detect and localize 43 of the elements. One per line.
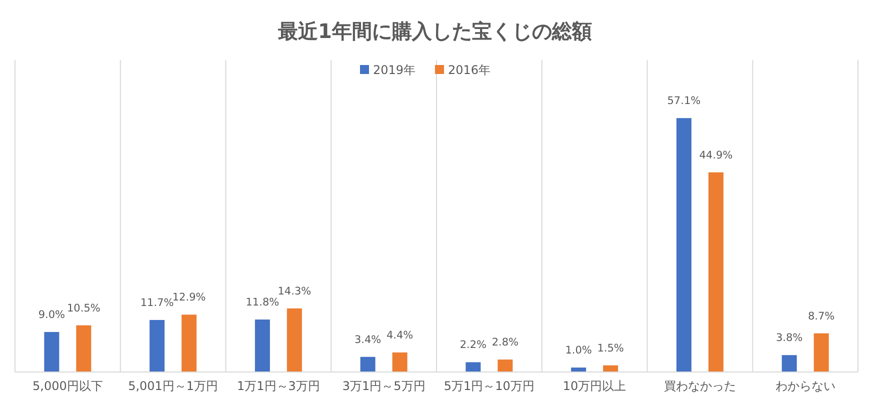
bar: [676, 118, 692, 372]
legend-label: 2019年: [373, 63, 416, 77]
x-tick-label: 3万1円～5万円: [342, 379, 426, 393]
bar: [603, 365, 618, 372]
data-label: 14.3%: [278, 285, 312, 298]
bar: [76, 325, 92, 372]
bar: [708, 172, 724, 372]
data-label: 3.8%: [776, 332, 803, 344]
data-label: 3.4%: [354, 334, 382, 346]
data-label: 8.7%: [808, 310, 835, 322]
bar: [814, 333, 829, 372]
data-label: 11.8%: [246, 296, 280, 309]
x-tick-label: 10万円以上: [562, 379, 626, 393]
legend-label: 2016年: [448, 63, 491, 77]
chart-title: 最近1年間に購入した宝くじの総額: [277, 19, 592, 43]
data-label: 12.9%: [172, 292, 206, 304]
bar: [571, 368, 586, 372]
x-tick-label: わからない: [775, 379, 836, 393]
x-tick-label: 1万1円～3万円: [236, 379, 320, 393]
data-label: 11.7%: [140, 296, 174, 309]
bar: [392, 352, 408, 372]
data-label: 10.5%: [67, 302, 100, 314]
data-label: 4.4%: [386, 329, 414, 342]
x-tick-label: 買わなかった: [664, 379, 736, 393]
data-label: 44.9%: [699, 149, 733, 162]
x-tick-label: 5,001円～1万円: [128, 379, 218, 393]
bar: [286, 308, 302, 372]
data-label: 2.8%: [492, 336, 519, 349]
bar: [360, 356, 376, 372]
x-tick-label: 5,000円以下: [32, 379, 103, 393]
data-label: 57.1%: [667, 95, 701, 108]
data-label: 1.0%: [565, 344, 592, 357]
bar: [782, 355, 797, 372]
bar: [44, 332, 60, 372]
data-label: 9.0%: [38, 308, 66, 321]
x-tick-label: 5万1円～10万円: [444, 379, 534, 393]
bar: [466, 362, 481, 372]
data-label: 1.5%: [597, 342, 624, 354]
bar: [182, 314, 197, 372]
bar: [150, 320, 165, 372]
bar: [254, 320, 270, 372]
data-label: 2.2%: [460, 339, 487, 352]
bar: [498, 360, 513, 372]
